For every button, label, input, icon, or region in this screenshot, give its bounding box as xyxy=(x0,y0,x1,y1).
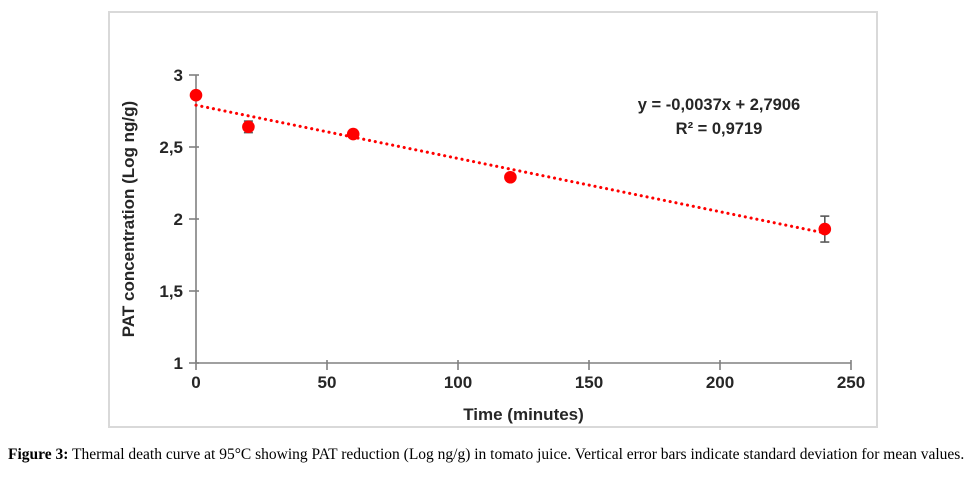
figure-caption: Figure 3: Thermal death curve at 95°C sh… xyxy=(8,442,966,468)
trendline-r-squared: R² = 0,9719 xyxy=(676,120,763,138)
chart-panel: 3 2,5 2 1,5 1 0 50 100 150 200 250 Time (minutes) PA… xyxy=(108,11,878,428)
x-tick-label: 50 xyxy=(318,373,337,392)
data-point-marker xyxy=(346,127,360,141)
y-tick-label: 1,5 xyxy=(159,282,183,301)
x-axis-title: Time (minutes) xyxy=(463,405,584,424)
y-axis-title: PAT concentration (Log ng/g) xyxy=(119,101,138,337)
data-point-marker xyxy=(818,222,832,236)
figure-caption-label: Figure 3: xyxy=(8,446,69,463)
trendline-equation: y = -0,0037x + 2,7906 xyxy=(638,96,800,114)
y-tick-label: 1 xyxy=(174,354,183,373)
x-tick-label: 200 xyxy=(706,373,734,392)
figure-caption-text: Thermal death curve at 95°C showing PAT … xyxy=(68,446,965,463)
y-tick-label: 2 xyxy=(174,210,183,229)
x-tick-label: 100 xyxy=(444,373,472,392)
data-point-marker xyxy=(189,88,203,102)
x-tick-label: 150 xyxy=(575,373,603,392)
trendline-dotted xyxy=(194,103,827,235)
thermal-death-curve-chart: 3 2,5 2 1,5 10 50 100 150 200 250 Time (minutes) PA… xyxy=(119,66,865,424)
y-tick-label: 3 xyxy=(174,66,183,85)
y-tick-label: 2,5 xyxy=(159,138,183,157)
x-tick-label: 250 xyxy=(837,373,865,392)
data-point-marker xyxy=(242,120,255,134)
data-point-marker xyxy=(504,170,517,184)
x-tick-label: 0 xyxy=(191,373,200,392)
